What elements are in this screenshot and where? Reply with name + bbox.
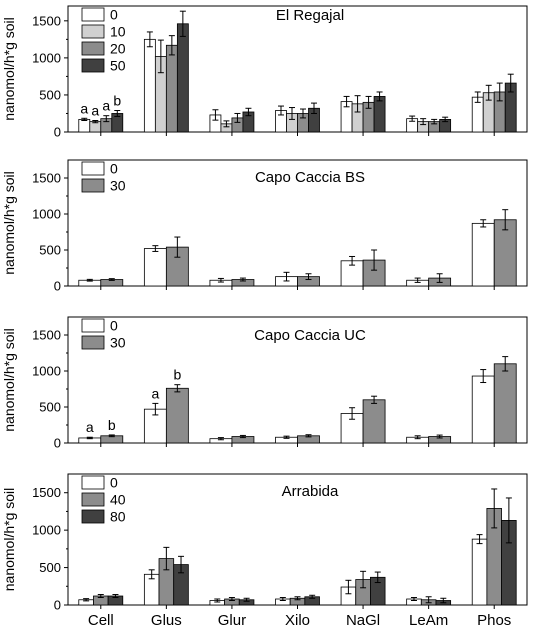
- y-tick-label: 0: [54, 125, 61, 140]
- bar: [165, 387, 189, 444]
- y-tick-label: 500: [39, 243, 61, 258]
- legend-label: 40: [110, 492, 126, 508]
- bar: [143, 38, 156, 133]
- y-tick-label: 0: [54, 436, 61, 451]
- bar: [78, 119, 91, 133]
- x-category-label: Glur: [218, 612, 246, 628]
- bar: [362, 399, 386, 444]
- significance-label: a: [86, 419, 94, 435]
- x-category-label: LeAm: [409, 612, 448, 628]
- y-axis-label: nanomol/h*g soil: [1, 488, 17, 592]
- legend-label: 80: [110, 509, 126, 525]
- y-tick-label: 500: [39, 400, 61, 415]
- x-category-label: Cell: [88, 612, 114, 628]
- legend-swatch: [81, 475, 105, 490]
- y-tick-label: 0: [54, 279, 61, 294]
- legend-label: 30: [110, 335, 126, 351]
- y-tick-label: 500: [39, 87, 61, 102]
- y-axis-label: nanomol/h*g soil: [1, 17, 17, 121]
- legend-label: 0: [110, 7, 118, 23]
- y-tick-label: 1500: [32, 13, 61, 28]
- x-category-label: Phos: [477, 612, 511, 628]
- legend-label: 0: [110, 475, 118, 491]
- significance-label: a: [102, 98, 110, 114]
- bar: [373, 96, 386, 133]
- y-tick-label: 1000: [32, 50, 61, 65]
- significance-label: b: [113, 93, 121, 109]
- significance-label: a: [80, 100, 88, 116]
- y-tick-label: 1500: [32, 485, 61, 500]
- legend-swatch: [81, 318, 105, 333]
- significance-label: b: [173, 367, 181, 383]
- y-axis-label: nanomol/h*g soil: [1, 328, 17, 432]
- bar: [143, 248, 167, 287]
- legend-swatch: [81, 41, 105, 56]
- bar: [165, 44, 178, 133]
- legend-label: 30: [110, 178, 126, 194]
- significance-label: a: [91, 103, 99, 119]
- bar: [471, 375, 495, 444]
- legend-label: 0: [110, 318, 118, 334]
- y-tick-label: 1500: [32, 171, 61, 186]
- legend-swatch: [81, 335, 105, 350]
- x-category-label: Glus: [151, 612, 182, 628]
- legend-swatch: [81, 58, 105, 73]
- significance-label: a: [151, 385, 159, 401]
- y-tick-label: 1000: [32, 207, 61, 222]
- bar: [471, 222, 495, 287]
- significance-label: b: [108, 417, 116, 433]
- bar: [493, 363, 517, 444]
- legend-swatch: [81, 7, 105, 22]
- legend-label: 50: [110, 58, 126, 74]
- legend-label: 10: [110, 24, 126, 40]
- y-tick-label: 1000: [32, 364, 61, 379]
- bar: [176, 23, 189, 133]
- legend-swatch: [81, 178, 105, 193]
- panel-title: Arrabida: [282, 483, 339, 500]
- x-category-label: NaGl: [346, 612, 380, 628]
- legend-swatch: [81, 509, 105, 524]
- panel-2: 0 500 1000 1500 nanomol/h*g soil Capo Caccia …: [1, 159, 528, 294]
- legend-swatch: [81, 161, 105, 176]
- y-axis-label: nanomol/h*g soil: [1, 171, 17, 275]
- legend-label: 0: [110, 161, 118, 177]
- legend-label: 20: [110, 41, 126, 57]
- panel-title: El Regajal: [276, 7, 344, 24]
- x-category-label: Xilo: [285, 612, 310, 628]
- legend-swatch: [81, 24, 105, 39]
- y-tick-label: 1000: [32, 523, 61, 538]
- legend-swatch: [81, 492, 105, 507]
- panel-title: Capo Caccia UC: [254, 327, 366, 344]
- y-tick-label: 0: [54, 598, 61, 613]
- y-tick-label: 1500: [32, 328, 61, 343]
- panel-title: Capo Caccia BS: [255, 169, 365, 186]
- y-tick-label: 500: [39, 560, 61, 575]
- bar: [471, 538, 488, 606]
